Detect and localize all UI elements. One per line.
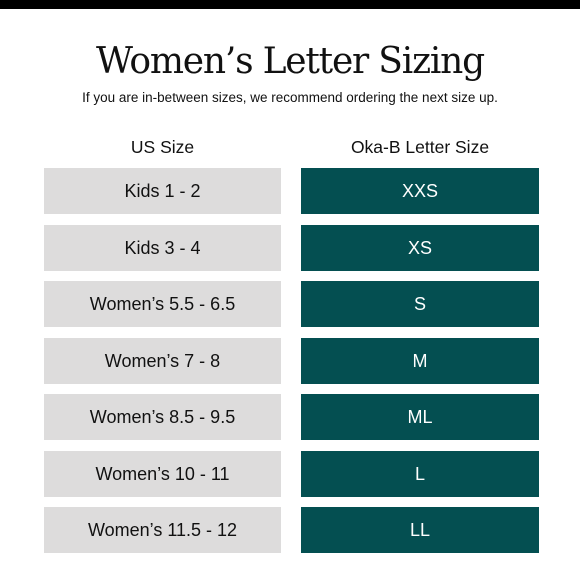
us-size-cell: Women’s 11.5 - 12 — [44, 507, 281, 553]
column-header-us-size: US Size — [130, 137, 195, 157]
us-size-cell: Kids 3 - 4 — [44, 225, 281, 271]
page-subtitle: If you are in-between sizes, we recommen… — [82, 90, 498, 105]
us-size-cell: Women’s 10 - 11 — [44, 451, 281, 497]
letter-size-cell: S — [301, 281, 539, 327]
letter-size-cell: XS — [301, 225, 539, 271]
top-border-bar — [0, 0, 580, 9]
us-size-cell: Women’s 5.5 - 6.5 — [44, 281, 281, 327]
letter-size-cell: M — [301, 338, 539, 384]
us-size-cell: Kids 1 - 2 — [44, 168, 281, 214]
letter-size-cell: L — [301, 451, 539, 497]
column-header-letter-size: Oka-B Letter Size — [350, 137, 490, 157]
us-size-cell: Women’s 7 - 8 — [44, 338, 281, 384]
letter-size-cell: ML — [301, 394, 539, 440]
us-size-cell: Women’s 8.5 - 9.5 — [44, 394, 281, 440]
letter-size-cell: LL — [301, 507, 539, 553]
letter-size-cell: XXS — [301, 168, 539, 214]
page-title: Women’s Letter Sizing — [95, 41, 485, 82]
